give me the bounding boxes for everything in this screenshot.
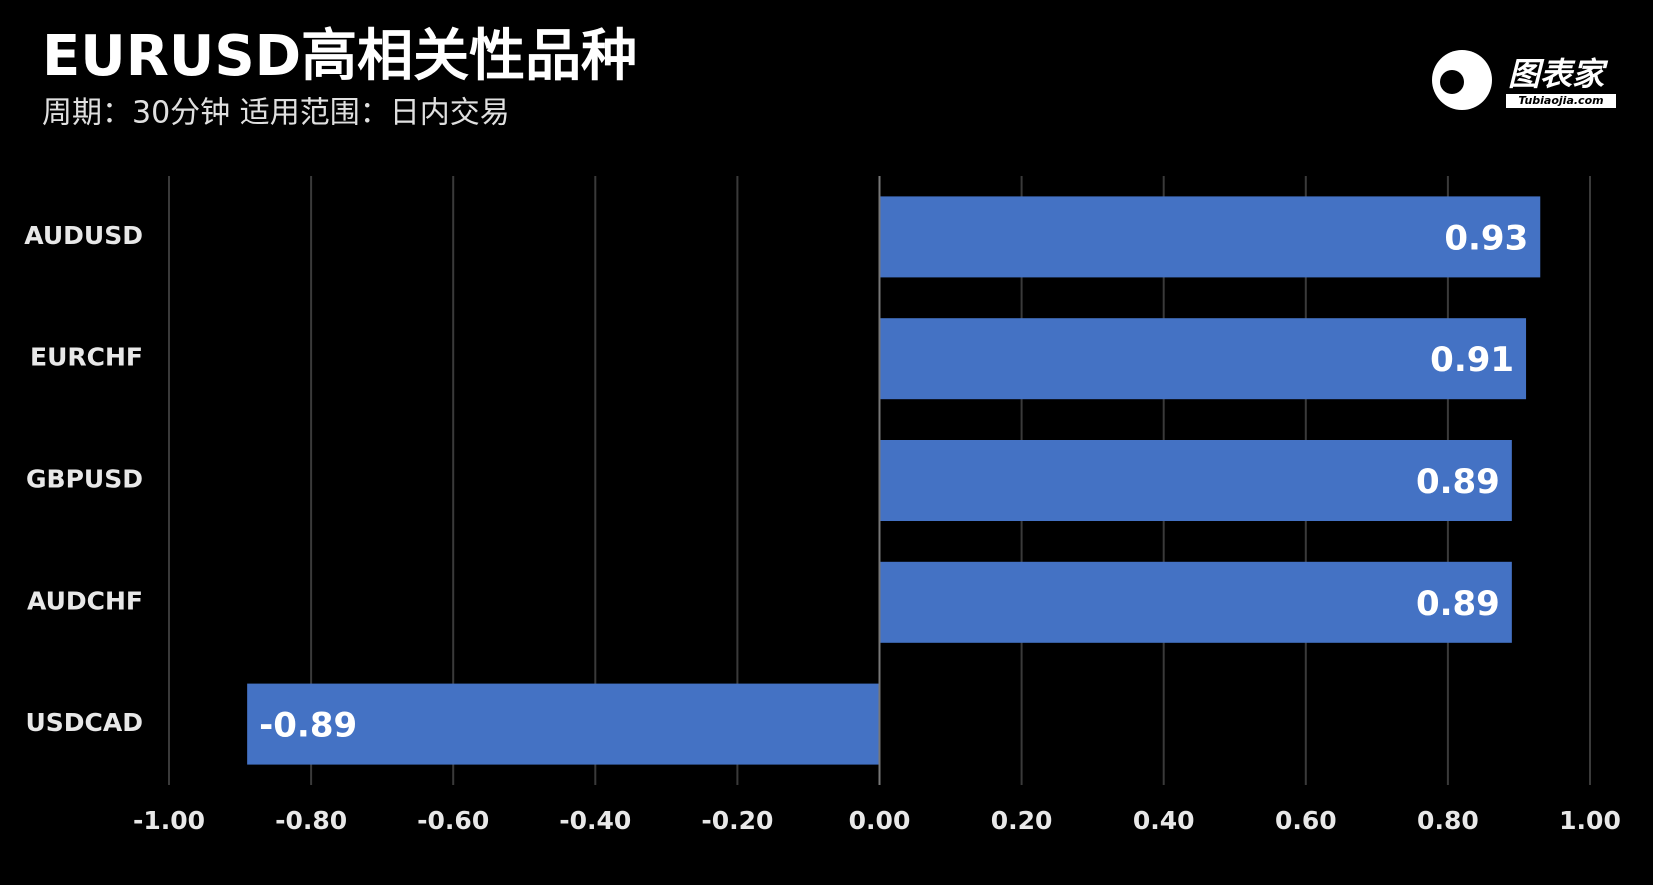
x-tick-label: -1.00 [133, 806, 205, 835]
logo-subtext: Tubiaojia.com [1518, 94, 1603, 107]
chart-subtitle: 周期：30分钟 适用范围：日内交易 [42, 96, 510, 131]
chart-title: EURUSD高相关性品种 [42, 24, 637, 89]
bar [879, 561, 1512, 643]
value-label: 0.89 [1416, 584, 1500, 624]
value-label: 0.93 [1444, 218, 1528, 258]
y-tick-label: GBPUSD [26, 465, 143, 494]
x-tick-label: 0.40 [1133, 806, 1195, 835]
bar [879, 196, 1541, 278]
y-tick-label: AUDCHF [27, 586, 143, 615]
x-tick-label: -0.80 [275, 806, 347, 835]
x-tick-label: -0.40 [559, 806, 631, 835]
logo-bar [1506, 94, 1616, 108]
bar [247, 683, 880, 765]
logo-text: 图表家 [1508, 55, 1609, 93]
x-tick-label: 0.60 [1275, 806, 1337, 835]
y-tick-label: USDCAD [25, 708, 143, 737]
value-label: 0.89 [1416, 462, 1500, 502]
y-tick-label: EURCHF [30, 343, 143, 372]
x-tick-label: 0.20 [991, 806, 1053, 835]
x-tick-label: -0.20 [701, 806, 773, 835]
x-tick-label: -0.60 [417, 806, 489, 835]
bar [879, 318, 1527, 400]
y-tick-label: AUDUSD [24, 221, 143, 250]
value-label: -0.89 [259, 706, 357, 746]
x-tick-label: 1.00 [1559, 806, 1621, 835]
x-tick-label: 0.00 [849, 806, 911, 835]
bar [879, 440, 1512, 521]
x-tick-label: 0.80 [1417, 806, 1479, 835]
value-label: 0.91 [1430, 340, 1514, 380]
logo-icon-eye [1440, 70, 1464, 94]
logo: 图表家 Tubiaojia.com [1432, 50, 1616, 110]
